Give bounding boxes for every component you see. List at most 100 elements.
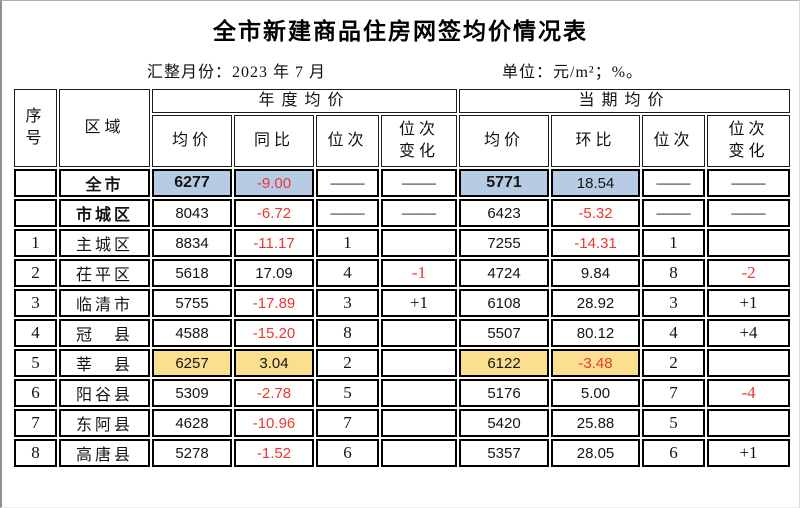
cell-annual-yoy: -10.96 xyxy=(234,409,314,437)
cell-current-price: 5420 xyxy=(459,409,550,437)
cell-current-mom: 9.84 xyxy=(551,259,641,287)
header-current-price: 均价 xyxy=(459,115,550,167)
cell-current-mom: 25.88 xyxy=(551,409,641,437)
cell-current-mom: 28.92 xyxy=(551,289,641,317)
header-sub-row: 均价 同比 位次 位次 变化 均价 环比 位次 位次 变化 xyxy=(14,115,791,167)
cell-annual-rank-change xyxy=(381,409,458,437)
cell-current-rank: 1 xyxy=(642,229,706,257)
header-current-rank: 位次 xyxy=(642,115,706,167)
cell-annual-price: 8043 xyxy=(152,199,232,227)
cell-current-mom: 18.54 xyxy=(551,169,641,197)
cell-annual-yoy: -6.72 xyxy=(234,199,314,227)
cell-current-rank-change: +4 xyxy=(707,319,791,347)
table-row: 7 东阿县 4628 -10.96 7 5420 25.88 5 xyxy=(14,409,791,437)
header-current-mom: 环比 xyxy=(551,115,641,167)
cell-annual-price: 4588 xyxy=(152,319,232,347)
cell-current-rank-change: +1 xyxy=(707,289,791,317)
cell-region: 市城区 xyxy=(59,199,150,227)
cell-current-rank: 8 xyxy=(642,259,706,287)
cell-seq xyxy=(14,199,57,227)
cell-current-rank-change: +1 xyxy=(707,439,791,467)
header-current-rank-change: 位次 变化 xyxy=(707,115,791,167)
cell-current-mom: -3.48 xyxy=(551,349,641,377)
cell-annual-rank-change xyxy=(381,319,458,347)
cell-current-price: 6108 xyxy=(459,289,550,317)
cell-seq: 8 xyxy=(14,439,57,467)
header-region: 区域 xyxy=(59,89,150,167)
header-current-group: 当期均价 xyxy=(459,89,791,113)
cell-annual-rank: 3 xyxy=(316,289,379,317)
cell-annual-rank: —— xyxy=(316,169,379,197)
cell-current-price: 7255 xyxy=(459,229,550,257)
table-row: 市城区 8043 -6.72 —— —— 6423 -5.32 —— —— xyxy=(14,199,791,227)
cell-current-rank: —— xyxy=(642,169,706,197)
table-header: 序 号 区域 年度均价 当期均价 均价 同比 位次 位次 变化 均价 环比 位次… xyxy=(14,89,791,167)
table-row: 3 临清市 5755 -17.89 3 +1 6108 28.92 3 +1 xyxy=(14,289,791,317)
cell-current-mom: 28.05 xyxy=(551,439,641,467)
cell-annual-yoy: -17.89 xyxy=(234,289,314,317)
cell-annual-yoy: -9.00 xyxy=(234,169,314,197)
cell-annual-yoy: -2.78 xyxy=(234,379,314,407)
cell-annual-price: 8834 xyxy=(152,229,232,257)
cell-seq: 2 xyxy=(14,259,57,287)
cell-region: 莘 县 xyxy=(59,349,150,377)
cell-annual-yoy: -15.20 xyxy=(234,319,314,347)
cell-annual-price: 5755 xyxy=(152,289,232,317)
table-row: 8 高唐县 5278 -1.52 6 5357 28.05 6 +1 xyxy=(14,439,791,467)
cell-annual-price: 5618 xyxy=(152,259,232,287)
cell-annual-rank-change: +1 xyxy=(381,289,458,317)
header-annual-group: 年度均价 xyxy=(152,89,458,113)
cell-annual-rank: 1 xyxy=(316,229,379,257)
cell-current-mom: 5.00 xyxy=(551,379,641,407)
cell-current-price: 5357 xyxy=(459,439,550,467)
cell-current-mom: 80.12 xyxy=(551,319,641,347)
cell-seq xyxy=(14,169,57,197)
cell-region: 临清市 xyxy=(59,289,150,317)
cell-annual-rank-change: —— xyxy=(381,199,458,227)
cell-current-price: 5176 xyxy=(459,379,550,407)
cell-annual-rank: 7 xyxy=(316,409,379,437)
cell-seq: 1 xyxy=(14,229,57,257)
cell-current-rank-change: -4 xyxy=(707,379,791,407)
cell-annual-price: 6277 xyxy=(152,169,232,197)
cell-current-rank: 7 xyxy=(642,379,706,407)
cell-seq: 3 xyxy=(14,289,57,317)
cell-current-price: 4724 xyxy=(459,259,550,287)
unit-label: 单位：元/m²；%。 xyxy=(502,64,644,81)
cell-current-price: 5507 xyxy=(459,319,550,347)
header-group-row: 序 号 区域 年度均价 当期均价 xyxy=(14,89,791,167)
cell-annual-price: 5309 xyxy=(152,379,232,407)
table-row: 1 主城区 8834 -11.17 1 7255 -14.31 1 xyxy=(14,229,791,257)
cell-seq: 7 xyxy=(14,409,57,437)
cell-current-rank: 4 xyxy=(642,319,706,347)
cell-region: 全市 xyxy=(59,169,150,197)
header-annual-rank-change: 位次 变化 xyxy=(381,115,458,167)
cell-region: 主城区 xyxy=(59,229,150,257)
cell-current-rank: 3 xyxy=(642,289,706,317)
cell-current-price: 6423 xyxy=(459,199,550,227)
report-month-label: 汇整月份：2023 年 7 月 xyxy=(147,64,327,81)
cell-region: 高唐县 xyxy=(59,439,150,467)
cell-region: 茌平区 xyxy=(59,259,150,287)
table-row: 2 茌平区 5618 17.09 4 -1 4724 9.84 8 -2 xyxy=(14,259,791,287)
page-title: 全市新建商品住房网签均价情况表 xyxy=(213,18,588,44)
price-table: 序 号 区域 年度均价 当期均价 均价 同比 位次 位次 变化 均价 环比 位次… xyxy=(12,87,793,469)
cell-annual-yoy: -11.17 xyxy=(234,229,314,257)
table-row: 5 莘 县 6257 3.04 2 6122 -3.48 2 xyxy=(14,349,791,377)
cell-annual-rank: 6 xyxy=(316,439,379,467)
cell-current-rank-change: —— xyxy=(707,169,791,197)
table-row: 4 冠 县 4588 -15.20 8 5507 80.12 4 +4 xyxy=(14,319,791,347)
table-row: 全市 6277 -9.00 —— —— 5771 18.54 —— —— xyxy=(14,169,791,197)
cell-annual-rank-change xyxy=(381,379,458,407)
cell-annual-rank-change: —— xyxy=(381,169,458,197)
cell-seq: 6 xyxy=(14,379,57,407)
cell-current-mom: -14.31 xyxy=(551,229,641,257)
cell-region: 东阿县 xyxy=(59,409,150,437)
cell-current-rank-change: -2 xyxy=(707,259,791,287)
cell-annual-yoy: 3.04 xyxy=(234,349,314,377)
header-annual-yoy: 同比 xyxy=(234,115,314,167)
cell-annual-yoy: -1.52 xyxy=(234,439,314,467)
cell-current-price: 6122 xyxy=(459,349,550,377)
cell-region: 阳谷县 xyxy=(59,379,150,407)
